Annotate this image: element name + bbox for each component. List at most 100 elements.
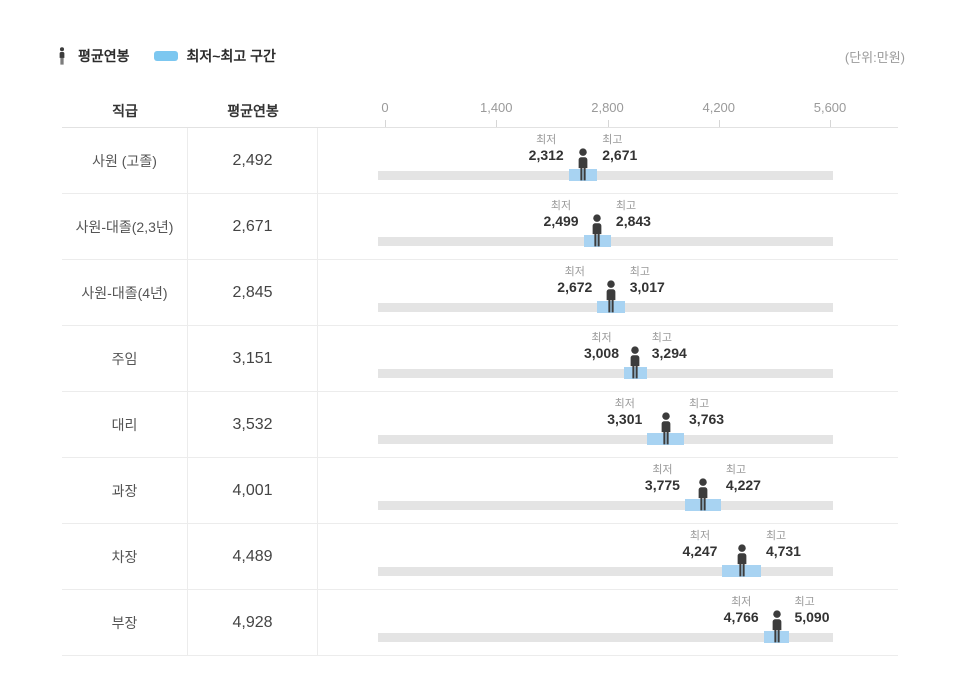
x-axis-tick-mark [607,120,609,127]
x-axis-tick-mark [496,120,498,127]
max-label-caption: 최고 [794,596,815,608]
max-label-caption: 최고 [629,266,650,278]
min-label-value: 4,766 [723,609,759,626]
table-row: 사원-대졸(4년) 2,845 최저 2,672 최고 3,017 [62,260,898,326]
chart-legend: 평균연봉 최저~최고 구간 (단위:만원) [55,44,905,68]
range-bar [583,235,611,247]
average-salary-value: 3,151 [188,326,318,391]
average-salary-value: 2,671 [188,194,318,259]
x-axis: 0 1,400 2,800 4,200 5,600 [318,94,898,127]
range-bar [684,499,721,511]
x-axis-tick-label: 4,200 [702,100,736,115]
max-label: 최고 2,671 [602,134,637,164]
range-bar [597,301,625,313]
min-label: 최저 3,775 [645,464,680,494]
grade-label: 사원-대졸(4년) [62,260,188,325]
average-salary-value: 3,532 [188,392,318,457]
max-label: 최고 2,843 [616,200,651,230]
range-swatch-icon [153,51,178,61]
min-label: 최저 3,008 [584,332,619,362]
range-chart-cell: 최저 3,008 최고 3,294 [318,326,898,391]
grade-label: 대리 [62,392,188,457]
max-label: 최고 3,763 [689,398,724,428]
max-label-value: 4,731 [765,543,801,560]
max-label-value: 3,017 [629,279,665,296]
min-label-value: 2,312 [528,147,564,164]
min-label: 최저 2,672 [557,266,592,296]
min-label-caption: 최저 [614,398,635,410]
min-label: 최저 3,301 [607,398,642,428]
min-label-value: 3,301 [607,411,643,428]
max-label-caption: 최고 [651,332,672,344]
person-icon [772,610,781,643]
person-icon [631,346,640,379]
min-label: 최저 4,247 [682,530,717,560]
min-label: 최저 2,312 [529,134,564,164]
max-label-value: 5,090 [794,609,830,626]
range-track [378,435,833,444]
max-label-caption: 최고 [615,200,637,212]
average-salary-value: 2,845 [188,260,318,325]
range-track [378,171,833,180]
max-label-caption: 최고 [725,464,747,476]
x-axis-tick-mark [830,120,831,127]
person-icon [737,544,747,577]
legend-average: 평균연봉 [55,46,130,66]
max-label-value: 2,671 [602,147,638,164]
range-chart-cell: 최저 4,247 최고 4,731 [318,524,898,589]
average-salary-value: 4,928 [188,590,318,655]
table-row: 차장 4,489 최저 4,247 최고 4,731 [62,524,898,590]
legend-range-label: 최저~최고 구간 [186,48,276,64]
table-row: 사원 (고졸) 2,492 최저 2,312 최고 2,671 [62,128,898,194]
min-label-caption: 최저 [550,200,572,212]
grade-label: 부장 [62,590,188,655]
table-row: 부장 4,928 최저 4,766 최고 5,090 [62,590,898,656]
min-label-value: 4,247 [682,543,718,560]
range-bar [624,367,647,379]
table-row: 대리 3,532 최저 3,301 최고 3,763 [62,392,898,458]
grade-label: 차장 [62,524,188,589]
min-label-value: 3,775 [644,477,680,494]
header-grade: 직급 [112,102,138,119]
legend-average-label: 평균연봉 [78,48,130,64]
person-icon [59,46,65,65]
range-track [378,501,833,510]
grade-label: 과장 [62,458,188,523]
max-label: 최고 3,294 [652,332,687,362]
min-label-caption: 최저 [536,134,557,146]
range-track [378,369,833,378]
range-bar [647,433,684,445]
max-label: 최고 4,227 [726,464,761,494]
grade-label: 사원 (고졸) [62,128,188,193]
x-axis-tick-mark [385,120,386,127]
legend-range: 최저~최고 구간 [153,46,276,66]
table-body: 사원 (고졸) 2,492 최저 2,312 최고 2,671 사원-대졸(2,3년) 2,6… [62,128,898,656]
range-chart-cell: 최저 3,775 최고 4,227 [318,458,898,523]
salary-table: 직급 평균연봉 0 1,400 2,800 4,200 5,600 사원 (고졸) 2,4… [62,94,898,656]
table-header: 직급 평균연봉 0 1,400 2,800 4,200 5,600 [62,94,898,128]
max-label-value: 4,227 [725,477,761,494]
min-label-caption: 최저 [564,266,585,278]
table-row: 사원-대졸(2,3년) 2,671 최저 2,499 최고 2,843 [62,194,898,260]
x-axis-tick-label: 5,600 [813,100,847,115]
person-icon [606,280,616,313]
range-bar [763,631,790,643]
min-label-caption: 최저 [652,464,673,476]
max-label-value: 2,843 [615,213,651,230]
range-bar [568,169,598,181]
max-label: 최고 3,017 [630,266,665,296]
max-label-caption: 최고 [689,398,710,410]
table-row: 주임 3,151 최저 3,008 최고 3,294 [62,326,898,392]
x-axis-tick-label: 0 [381,100,389,115]
person-icon [698,478,708,511]
average-salary-value: 4,001 [188,458,318,523]
min-label-value: 3,008 [583,345,620,362]
min-label-caption: 최저 [731,596,752,608]
max-label-caption: 최고 [602,134,623,146]
range-chart-cell: 최저 2,499 최고 2,843 [318,194,898,259]
max-label: 최고 5,090 [794,596,829,626]
max-label-value: 3,763 [689,411,725,428]
grade-label: 사원-대졸(2,3년) [62,194,188,259]
min-label: 최저 2,499 [544,200,579,230]
